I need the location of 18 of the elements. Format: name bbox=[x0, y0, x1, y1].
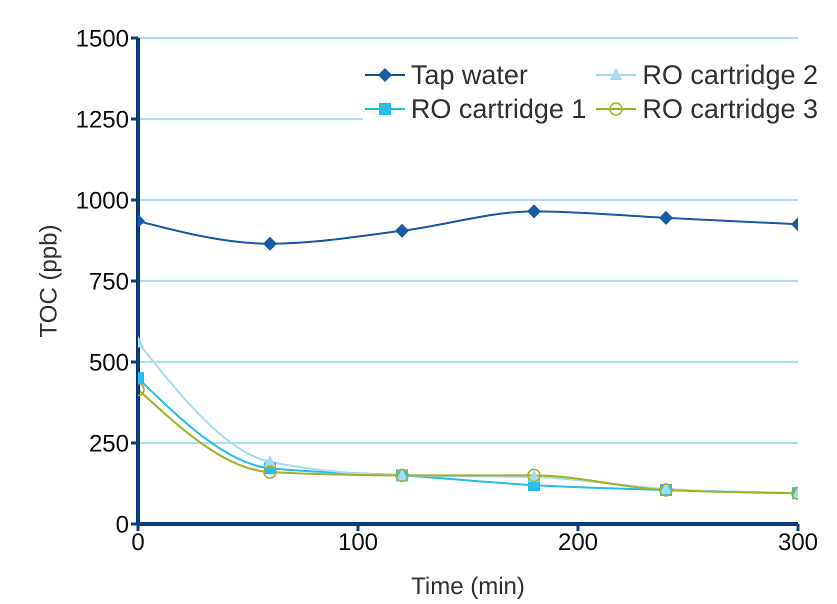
x-axis-title: Time (min) bbox=[411, 573, 525, 600]
legend-label: Tap water bbox=[410, 59, 528, 92]
y-tick-label: 1000 bbox=[76, 188, 129, 215]
y-tick-label: 750 bbox=[88, 268, 129, 296]
y-axis-title: TOC (ppb) bbox=[36, 224, 63, 338]
y-tick-label: 1500 bbox=[76, 26, 129, 53]
y-tick-label: 250 bbox=[88, 430, 129, 458]
legend-label: RO cartridge 2 bbox=[642, 59, 818, 92]
y-tick-label: 1250 bbox=[76, 106, 129, 134]
y-tick-label: 0 bbox=[116, 512, 129, 539]
legend-label: RO cartridge 1 bbox=[410, 93, 586, 126]
point bbox=[395, 224, 409, 238]
point bbox=[527, 204, 541, 218]
x-tick-label: 200 bbox=[558, 529, 598, 556]
x-tick-label: 100 bbox=[338, 529, 378, 556]
x-tick-label: 300 bbox=[778, 529, 818, 556]
legend-label: RO cartridge 3 bbox=[642, 93, 818, 126]
y-tick-label: 500 bbox=[88, 350, 129, 377]
